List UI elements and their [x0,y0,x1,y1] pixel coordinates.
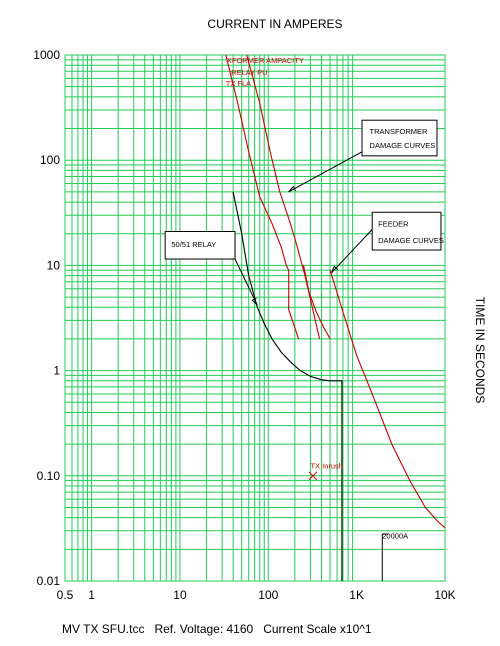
chart-grid [64,55,445,582]
transformer-callout-arrow [288,151,363,193]
series-transformer-damage-3 [302,265,331,340]
transformer-callout-arrow-head [288,185,297,193]
fault-current-label: 20000A [382,532,408,541]
x-tick-label: 1 [88,588,95,602]
feeder-callout-arrow-head [331,265,339,274]
series-transformer-damage-1 [225,54,300,340]
x-tick-label: 1K [349,588,364,602]
chart-title: CURRENT IN AMPERES [207,17,342,31]
y-axis-label: TIME IN SECONDS [473,297,487,404]
footer-text: MV TX SFU.tcc Ref. Voltage: 4160 Current… [62,622,372,636]
x-tick-label: 10 [173,588,187,602]
transformer-callout-box [361,119,438,157]
series-relay [232,191,343,581]
feeder-callout-text: FEEDER [378,220,409,229]
relay-callout-arrow-head [251,297,258,306]
feeder-callout-arrow [331,229,373,274]
y-tick-label: 100 [40,153,60,167]
inrush-mark [308,471,318,481]
feeder-callout-box [371,211,442,251]
y-tick-label: 0.10 [37,469,61,483]
feeder-callout-text: DAMAGE CURVES [378,236,444,245]
relay-callout-box [164,231,236,260]
y-tick-label: 1000 [33,48,60,62]
relay-callout-text: 50/51 RELAY [171,240,216,249]
chart-series [225,54,446,581]
relay-callout-arrow [234,258,258,306]
y-tick-label: 1 [53,364,60,378]
x-tick-label: 0.5 [57,588,74,602]
transformer-callout-text: DAMAGE CURVES [370,141,436,150]
callouts: TRANSFORMER DAMAGE CURVES FEEDER DAMAGE CUR… [164,56,444,541]
x-tick-label: 100 [258,588,278,602]
y-tick-label: 0.01 [37,574,61,588]
y-tick-label: 10 [47,258,61,272]
series-feeder-damage [329,270,446,529]
red-curve-label: TX FLA [226,79,251,88]
transformer-callout-text: TRANSFORMER [370,127,429,136]
x-tick-label: 10K [434,588,455,602]
red-curve-label: TX Inrush [310,462,343,471]
tick-labels: 0.5 1 10 100 1K 10K 1000 100 10 1 0.10 0.01 [33,48,455,602]
plot-frame [64,54,446,582]
red-curve-label: XFORMER AMPACITY [227,56,304,65]
red-curve-label: RELAY PU [231,68,267,77]
series-transformer-damage-2 [246,54,321,340]
